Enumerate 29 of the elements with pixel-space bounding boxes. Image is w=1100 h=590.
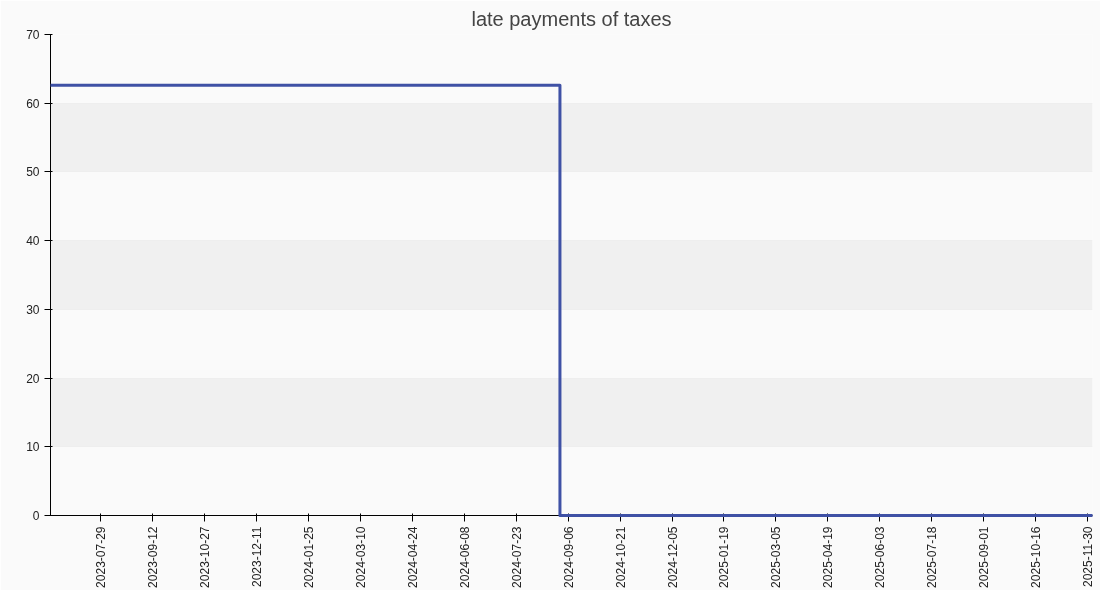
x-tick-label: 2023-10-27 [197, 526, 212, 588]
y-tick-label: 60 [26, 96, 40, 111]
x-tick-label: 2023-12-11 [249, 526, 264, 587]
x-tick-label: 2024-10-21 [613, 526, 628, 588]
x-tick-label: 2024-06-08 [457, 526, 472, 588]
y-tick-label: 40 [26, 234, 40, 249]
x-tick-label: 2025-06-03 [873, 526, 888, 588]
x-tick-label: 2025-01-19 [717, 526, 732, 588]
x-tick-label: 2025-03-05 [769, 526, 784, 588]
x-tick-label: 2025-11-30 [1081, 526, 1096, 587]
y-tick-label: 30 [26, 302, 40, 317]
x-tick-label: 2024-03-10 [353, 526, 368, 588]
x-tick-label: 2025-07-18 [925, 526, 940, 588]
y-tick-label: 20 [26, 371, 40, 386]
chart-title: late payments of taxes [471, 7, 672, 30]
x-tick-label: 2025-09-01 [977, 526, 992, 588]
y-tick-label: 10 [26, 440, 40, 455]
x-tick-label: 2024-04-24 [405, 526, 420, 588]
x-tick-label: 2024-12-05 [665, 526, 680, 588]
y-tick-label: 50 [26, 165, 40, 180]
y-tick-label: 70 [26, 28, 40, 42]
x-tick-label: 2025-10-16 [1029, 526, 1044, 588]
x-tick-label: 2025-04-19 [821, 526, 836, 588]
y-tick-label: 0 [32, 509, 40, 523]
x-tick-label: 2024-01-25 [301, 526, 316, 588]
x-tick-label: 2023-07-29 [93, 526, 108, 588]
x-tick-label: 2023-09-12 [145, 526, 160, 588]
x-tick-label: 2024-09-06 [561, 526, 576, 588]
x-tick-label: 2024-07-23 [509, 526, 524, 588]
